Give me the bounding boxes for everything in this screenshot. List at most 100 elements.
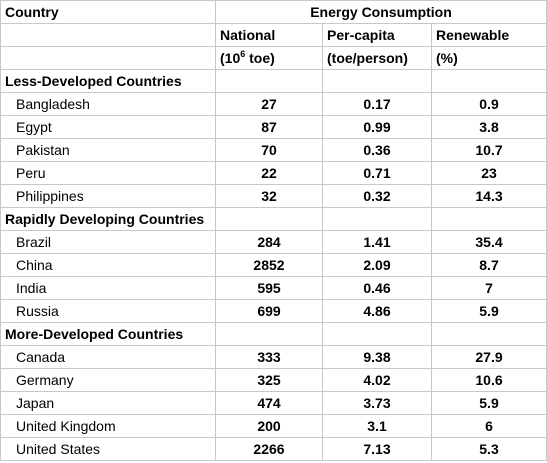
country-cell: United Kingdom xyxy=(0,414,216,438)
group-blank-cell xyxy=(215,322,323,346)
national-header: National xyxy=(215,23,323,47)
per-capita-unit: (toe/person) xyxy=(322,46,432,70)
per-capita-cell: 4.02 xyxy=(322,368,432,392)
table-row: United Kingdom 200 3.1 6 xyxy=(0,414,547,438)
per-capita-cell: 0.71 xyxy=(322,161,432,185)
table-row: Egypt 87 0.99 3.8 xyxy=(0,115,547,139)
per-capita-cell: 7.13 xyxy=(322,437,432,461)
renewable-cell: 5.9 xyxy=(431,391,547,415)
table-row: United States 2266 7.13 5.3 xyxy=(0,437,547,461)
group-blank-cell xyxy=(215,207,323,231)
national-cell: 2266 xyxy=(215,437,323,461)
country-cell: Japan xyxy=(0,391,216,415)
table-row: Brazil 284 1.41 35.4 xyxy=(0,230,547,254)
country-cell: Pakistan xyxy=(0,138,216,162)
group-title: Rapidly Developing Countries xyxy=(0,207,216,231)
group-header-row: Rapidly Developing Countries xyxy=(0,207,547,231)
header-row-3: (106 toe) (toe/person) (%) xyxy=(0,46,547,70)
country-cell: Brazil xyxy=(0,230,216,254)
national-cell: 474 xyxy=(215,391,323,415)
renewable-unit: (%) xyxy=(431,46,547,70)
group-blank-cell xyxy=(322,69,432,93)
group-title: Less-Developed Countries xyxy=(0,69,216,93)
group-blank-cell xyxy=(322,322,432,346)
renewable-cell: 10.7 xyxy=(431,138,547,162)
national-cell: 2852 xyxy=(215,253,323,277)
renewable-cell: 23 xyxy=(431,161,547,185)
per-capita-cell: 0.32 xyxy=(322,184,432,208)
group-blank-cell xyxy=(431,322,547,346)
group-blank-cell xyxy=(322,207,432,231)
header-blank-cell xyxy=(0,23,216,47)
renewable-cell: 35.4 xyxy=(431,230,547,254)
renewable-cell: 8.7 xyxy=(431,253,547,277)
per-capita-cell: 4.86 xyxy=(322,299,432,323)
country-cell: Germany xyxy=(0,368,216,392)
country-header: Country xyxy=(0,0,216,24)
country-cell: United States xyxy=(0,437,216,461)
per-capita-header: Per-capita xyxy=(322,23,432,47)
table-row: Philippines 32 0.32 14.3 xyxy=(0,184,547,208)
national-cell: 32 xyxy=(215,184,323,208)
country-cell: Bangladesh xyxy=(0,92,216,116)
national-cell: 325 xyxy=(215,368,323,392)
group-blank-cell xyxy=(431,69,547,93)
table-row: Canada 333 9.38 27.9 xyxy=(0,345,547,369)
national-unit: (106 toe) xyxy=(215,46,323,70)
country-cell: Peru xyxy=(0,161,216,185)
renewable-cell: 3.8 xyxy=(431,115,547,139)
renewable-cell: 5.9 xyxy=(431,299,547,323)
per-capita-cell: 3.1 xyxy=(322,414,432,438)
header-blank-cell xyxy=(0,46,216,70)
renewable-cell: 10.6 xyxy=(431,368,547,392)
renewable-header: Renewable xyxy=(431,23,547,47)
national-cell: 595 xyxy=(215,276,323,300)
national-cell: 87 xyxy=(215,115,323,139)
national-unit-suffix: toe) xyxy=(245,50,275,66)
table-row: Pakistan 70 0.36 10.7 xyxy=(0,138,547,162)
renewable-cell: 0.9 xyxy=(431,92,547,116)
renewable-cell: 5.3 xyxy=(431,437,547,461)
group-header-row: More-Developed Countries xyxy=(0,322,547,346)
renewable-cell: 6 xyxy=(431,414,547,438)
renewable-cell: 14.3 xyxy=(431,184,547,208)
renewable-cell: 27.9 xyxy=(431,345,547,369)
country-cell: China xyxy=(0,253,216,277)
per-capita-cell: 9.38 xyxy=(322,345,432,369)
national-cell: 699 xyxy=(215,299,323,323)
group-header-row: Less-Developed Countries xyxy=(0,69,547,93)
per-capita-cell: 1.41 xyxy=(322,230,432,254)
table-row: China 2852 2.09 8.7 xyxy=(0,253,547,277)
national-unit-exponent: 6 xyxy=(240,49,246,59)
country-cell: Canada xyxy=(0,345,216,369)
group-title: More-Developed Countries xyxy=(0,322,216,346)
national-unit-prefix: (10 xyxy=(220,50,241,66)
per-capita-cell: 0.99 xyxy=(322,115,432,139)
table-row: India 595 0.46 7 xyxy=(0,276,547,300)
per-capita-cell: 0.46 xyxy=(322,276,432,300)
national-cell: 22 xyxy=(215,161,323,185)
group-blank-cell xyxy=(431,207,547,231)
national-cell: 27 xyxy=(215,92,323,116)
country-cell: Russia xyxy=(0,299,216,323)
per-capita-cell: 0.36 xyxy=(322,138,432,162)
table-row: Japan 474 3.73 5.9 xyxy=(0,391,547,415)
national-cell: 200 xyxy=(215,414,323,438)
renewable-cell: 7 xyxy=(431,276,547,300)
table-row: Bangladesh 27 0.17 0.9 xyxy=(0,92,547,116)
table-row: Peru 22 0.71 23 xyxy=(0,161,547,185)
header-row-1: Country Energy Consumption xyxy=(0,0,547,24)
table-row: Germany 325 4.02 10.6 xyxy=(0,368,547,392)
per-capita-cell: 0.17 xyxy=(322,92,432,116)
group-blank-cell xyxy=(215,69,323,93)
energy-consumption-header: Energy Consumption xyxy=(215,0,547,24)
header-row-2: National Per-capita Renewable xyxy=(0,23,547,47)
national-cell: 284 xyxy=(215,230,323,254)
country-cell: Philippines xyxy=(0,184,216,208)
per-capita-cell: 2.09 xyxy=(322,253,432,277)
country-cell: India xyxy=(0,276,216,300)
table-row: Russia 699 4.86 5.9 xyxy=(0,299,547,323)
national-cell: 70 xyxy=(215,138,323,162)
